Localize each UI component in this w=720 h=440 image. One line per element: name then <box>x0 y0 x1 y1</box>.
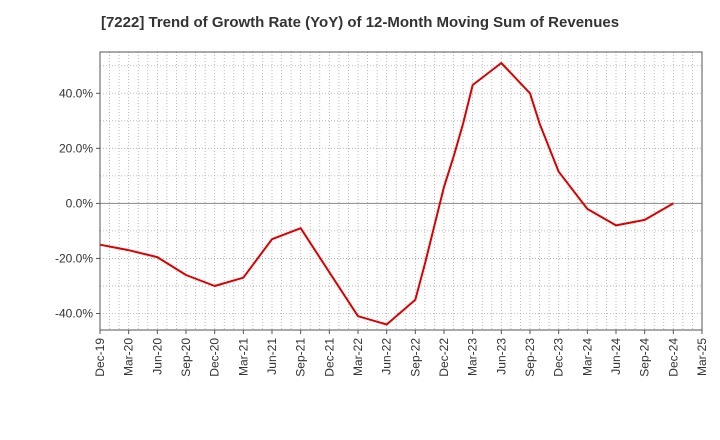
x-tick-label: Dec-22 <box>437 338 451 377</box>
x-tick-label: Jun-23 <box>494 338 508 375</box>
x-tick-label: Jun-24 <box>609 338 623 375</box>
x-tick-label: Dec-23 <box>552 338 566 377</box>
x-tick-label: Mar-25 <box>695 338 709 376</box>
x-tick-label: Jun-21 <box>265 338 279 375</box>
plot-background <box>100 52 702 330</box>
y-tick-label: 20.0% <box>59 141 93 155</box>
x-tick-label: Sep-21 <box>294 338 308 377</box>
x-tick-label: Sep-24 <box>638 338 652 377</box>
x-tick-label: Mar-20 <box>122 338 136 376</box>
x-tick-label: Jun-20 <box>150 338 164 375</box>
x-tick-label: Mar-22 <box>351 338 365 376</box>
x-tick-label: Dec-21 <box>322 338 336 377</box>
x-tick-label: Sep-20 <box>179 338 193 377</box>
y-tick-label: -20.0% <box>55 251 93 265</box>
x-tick-label: Dec-20 <box>208 338 222 377</box>
x-tick-label: Mar-24 <box>580 338 594 376</box>
x-tick-label: Mar-23 <box>466 338 480 376</box>
x-tick-label: Jun-22 <box>380 338 394 375</box>
x-tick-label: Sep-22 <box>408 338 422 377</box>
series-layer <box>99 62 674 326</box>
x-tick-label: Dec-19 <box>93 338 107 377</box>
x-tick-label: Sep-23 <box>523 338 537 377</box>
y-axis-ticks: 40.0% 20.0% 0.0% -20.0% -40.0% <box>55 86 100 320</box>
y-tick-label: -40.0% <box>55 306 93 320</box>
grid-lines <box>100 52 702 330</box>
growth-rate-line <box>99 62 674 326</box>
plot-frame <box>99 51 703 331</box>
x-tick-label: Dec-24 <box>666 338 680 377</box>
x-axis-ticks: Dec-19 Mar-20 Jun-20 Sep-20 Dec-20 Mar-21 Jun-… <box>93 330 709 377</box>
chart-title: [7222] Trend of Growth Rate (YoY) of 12-… <box>100 14 620 31</box>
y-tick-label: 0.0% <box>66 196 94 210</box>
y-tick-label: 40.0% <box>59 86 93 100</box>
x-tick-label: Mar-21 <box>236 338 250 376</box>
